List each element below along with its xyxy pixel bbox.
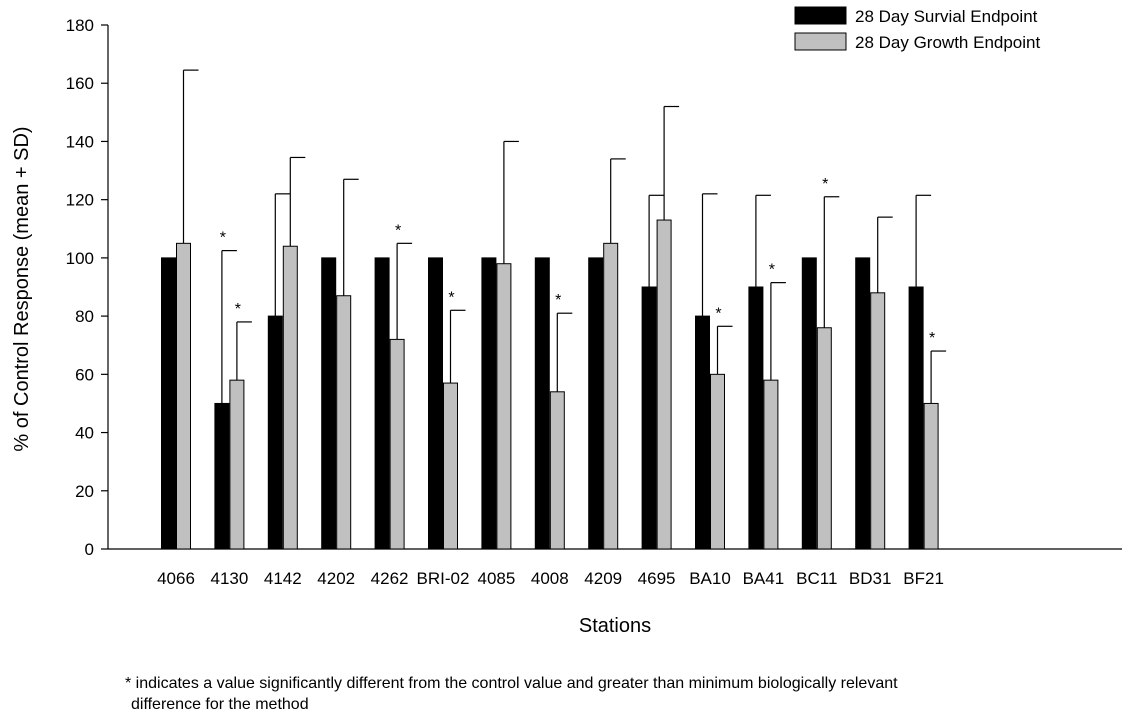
significance-marker: * bbox=[220, 230, 226, 247]
survival-bar bbox=[855, 257, 871, 550]
growth-bar bbox=[763, 379, 779, 550]
significance-marker: * bbox=[822, 176, 828, 193]
x-tick-label: 4142 bbox=[264, 569, 302, 588]
x-tick-label: BRI-02 bbox=[417, 569, 470, 588]
significance-marker: * bbox=[395, 222, 401, 239]
x-tick-label: 4202 bbox=[317, 569, 355, 588]
y-tick-label: 80 bbox=[75, 307, 94, 326]
legend-swatch-growth bbox=[794, 32, 847, 51]
growth-bar bbox=[389, 338, 405, 550]
growth-bar bbox=[870, 292, 886, 550]
legend-swatch-survival bbox=[794, 6, 847, 25]
y-tick-label: 20 bbox=[75, 482, 94, 501]
significance-marker: * bbox=[448, 289, 454, 306]
x-tick-label: BD31 bbox=[849, 569, 892, 588]
survival-bar bbox=[588, 257, 604, 550]
growth-bar bbox=[282, 245, 298, 550]
legend: 28 Day Survial Endpoint 28 Day Growth End… bbox=[794, 6, 1040, 52]
survival-bar bbox=[214, 402, 230, 550]
survival-bar bbox=[428, 257, 443, 550]
survival-bar bbox=[481, 257, 497, 550]
x-tick-label: BC11 bbox=[796, 569, 837, 588]
growth-bar bbox=[443, 382, 458, 550]
growth-bar bbox=[549, 391, 565, 550]
significance-markers: * * * * * * * * * bbox=[220, 176, 935, 347]
legend-label-survival: 28 Day Survial Endpoint bbox=[855, 7, 1038, 26]
y-tick-label: 160 bbox=[66, 74, 94, 93]
y-tick-label: 100 bbox=[66, 249, 94, 268]
x-tick-label: BA41 bbox=[743, 569, 785, 588]
growth-bar bbox=[176, 242, 191, 550]
significance-marker: * bbox=[235, 301, 241, 318]
survival-bar bbox=[695, 315, 710, 550]
x-tick-label: 4695 bbox=[638, 569, 676, 588]
survival-bar bbox=[321, 257, 337, 550]
survival-bar bbox=[748, 286, 764, 550]
footnote-line-1: * indicates a value significantly differ… bbox=[125, 675, 898, 692]
x-tick-label: 4262 bbox=[371, 569, 409, 588]
y-tick-label: 0 bbox=[85, 540, 94, 559]
survival-bar bbox=[641, 286, 657, 550]
tick-labels: 0 20 40 60 80 100 120 140 160 180 Stations % of Con… bbox=[11, 16, 944, 637]
y-tick-label: 120 bbox=[66, 191, 94, 210]
legend-label-growth: 28 Day Growth Endpoint bbox=[855, 33, 1040, 52]
y-tick-label: 180 bbox=[66, 16, 94, 35]
growth-bar bbox=[496, 263, 512, 550]
survival-bar bbox=[374, 257, 390, 550]
growth-bar bbox=[656, 219, 672, 550]
growth-bar bbox=[710, 373, 725, 550]
x-tick-label: 4066 bbox=[157, 569, 195, 588]
y-tick-label: 60 bbox=[75, 365, 94, 384]
footnote-line-2: difference for the method bbox=[131, 696, 309, 713]
growth-bar bbox=[336, 295, 352, 550]
footnote: * indicates a value significantly differ… bbox=[125, 673, 1135, 715]
growth-bar bbox=[816, 327, 832, 550]
y-axis-title: % of Control Response (mean + SD) bbox=[11, 126, 33, 451]
significance-marker: * bbox=[769, 262, 775, 279]
x-tick-label: 4209 bbox=[584, 569, 622, 588]
x-tick-label: BF21 bbox=[903, 569, 944, 588]
x-tick-label: 4085 bbox=[477, 569, 515, 588]
survival-bar bbox=[534, 257, 550, 550]
survival-bar bbox=[267, 315, 283, 550]
survival-bar bbox=[908, 286, 924, 550]
y-tick-label: 140 bbox=[66, 132, 94, 151]
error-bars bbox=[182, 69, 947, 404]
significance-marker: * bbox=[715, 305, 721, 322]
significance-marker: * bbox=[555, 292, 561, 309]
growth-bar bbox=[923, 402, 939, 550]
growth-bar bbox=[603, 242, 619, 550]
x-tick-label: 4008 bbox=[531, 569, 569, 588]
y-tick-label: 40 bbox=[75, 424, 94, 443]
x-axis-title: Stations bbox=[579, 615, 651, 637]
x-tick-label: 4130 bbox=[210, 569, 248, 588]
growth-bar bbox=[229, 379, 245, 550]
significance-marker: * bbox=[929, 330, 935, 347]
survival-bar bbox=[801, 257, 817, 550]
x-tick-label: BA10 bbox=[689, 569, 731, 588]
bars bbox=[161, 219, 939, 550]
survival-bar bbox=[161, 257, 176, 550]
